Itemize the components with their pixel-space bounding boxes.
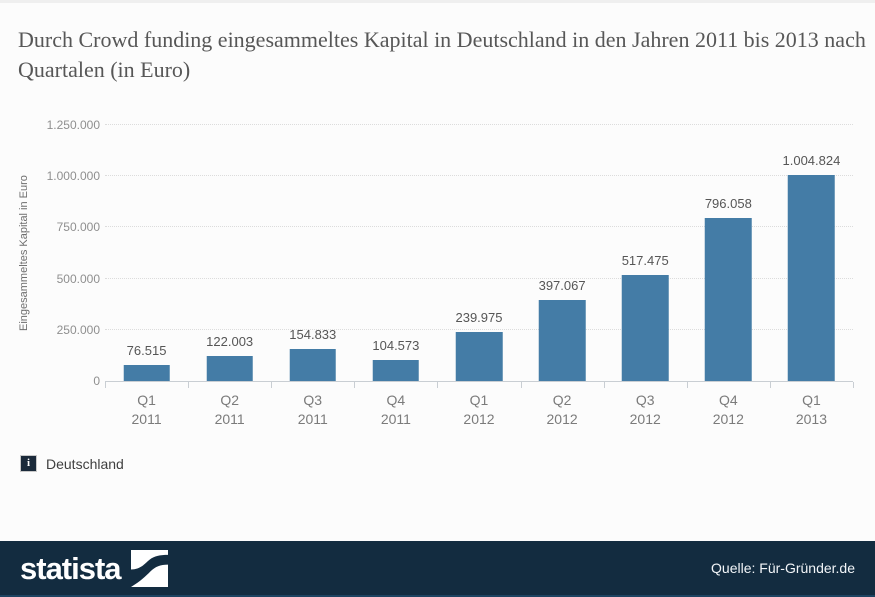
x-tick-mark [603, 382, 605, 388]
x-category-label: Q4 2012 [687, 391, 770, 429]
x-tick-mark [520, 382, 522, 388]
bar [705, 217, 752, 381]
bars-container: 76.515 122.003 154.833 104.573 239.975 397.06… [105, 125, 853, 381]
bar [621, 275, 669, 381]
info-icon: i [20, 455, 37, 472]
gridline [105, 277, 853, 279]
y-tick-label: 1.250.000 [46, 118, 100, 132]
bar [788, 175, 835, 381]
bar [455, 331, 503, 381]
bar-group: 796.058 [687, 125, 770, 381]
bar-value-label: 104.573 [372, 337, 420, 353]
bar-value-label: 796.058 [704, 195, 752, 211]
x-category-label: Q1 2012 [437, 391, 520, 429]
x-category-label: Q1 2013 [770, 391, 853, 429]
footer-bar: statista Quelle: Für-Gründer.de [0, 541, 875, 597]
bar-group: 104.573 [354, 125, 437, 381]
bar-value-label: 397.067 [538, 277, 586, 293]
x-tick-mark [686, 382, 688, 388]
source-text: Quelle: Für-Gründer.de [711, 559, 855, 576]
y-axis-tick-labels: 0 250.000 500.000 750.000 1.000.000 1.250.000 [0, 118, 100, 388]
bar [123, 365, 170, 381]
x-label-year: 2011 [131, 410, 162, 427]
x-tick-mark [188, 382, 190, 388]
x-label-quarter: Q3 [635, 392, 655, 408]
x-label-year: 2011 [297, 410, 328, 427]
statista-logo-icon [130, 550, 168, 587]
gridline [105, 124, 853, 125]
bar-group: 397.067 [521, 125, 604, 381]
y-tick-label: 750.000 [56, 220, 100, 235]
statista-brand: statista [20, 550, 168, 587]
x-tick-mark [769, 382, 771, 388]
x-category-label: Q3 2012 [604, 391, 687, 429]
bar-group: 154.833 [271, 125, 354, 381]
x-label-year: 2013 [795, 410, 827, 427]
x-label-quarter: Q4 [386, 392, 406, 408]
gridline [105, 175, 853, 177]
y-tick-label: 500.000 [56, 271, 100, 286]
bar-value-label: 154.833 [289, 327, 337, 343]
gridline [105, 226, 853, 228]
legend-label: Deutschland [46, 455, 124, 472]
gridline [105, 328, 853, 330]
x-label-year: 2011 [214, 410, 245, 427]
x-category-label: Q1 2011 [105, 391, 188, 429]
bar-value-label: 1.004.824 [782, 153, 841, 169]
x-label-quarter: Q2 [220, 392, 239, 408]
bar [206, 356, 253, 381]
bar-group: 517.475 [604, 125, 687, 381]
x-axis-ticks [105, 381, 854, 388]
x-label-quarter: Q2 [552, 392, 572, 408]
x-label-year: 2012 [712, 410, 744, 427]
bar-value-label: 122.003 [206, 334, 254, 350]
x-label-quarter: Q1 [137, 392, 156, 408]
x-category-label: Q4 2011 [354, 391, 437, 429]
x-label-year: 2012 [463, 410, 495, 427]
legend: i Deutschland [20, 455, 124, 472]
x-label-year: 2011 [380, 410, 411, 427]
bar-value-label: 239.975 [455, 309, 503, 325]
y-tick-label: 0 [93, 374, 100, 388]
bar-value-label: 76.515 [126, 343, 167, 359]
x-label-quarter: Q4 [718, 392, 738, 408]
bar [372, 359, 420, 381]
chart-title: Durch Crowd funding eingesammeltes Kapit… [18, 27, 866, 82]
bar-group: 76.515 [105, 125, 188, 381]
y-tick-label: 1.000.000 [46, 169, 100, 184]
x-tick-mark [105, 382, 106, 388]
x-tick-mark [437, 382, 439, 388]
bar-value-label: 517.475 [621, 253, 669, 269]
y-tick-label: 250.000 [56, 322, 100, 337]
x-tick-mark [271, 382, 273, 388]
statista-wordmark: statista [20, 550, 122, 586]
bar [289, 349, 337, 381]
plot-area: 76.515 122.003 154.833 104.573 239.975 397.06… [105, 124, 853, 382]
bar-group: 1.004.824 [770, 125, 853, 381]
x-category-label: Q3 2011 [271, 391, 354, 429]
x-label-quarter: Q1 [469, 392, 489, 408]
x-label-quarter: Q1 [802, 392, 821, 408]
x-label-quarter: Q3 [303, 392, 323, 408]
x-tick-mark [354, 382, 356, 388]
bar-group: 239.975 [437, 125, 520, 381]
x-label-year: 2012 [546, 410, 578, 427]
x-label-year: 2012 [629, 410, 661, 427]
bar-group: 122.003 [188, 125, 271, 381]
x-tick-mark [853, 382, 854, 388]
x-category-label: Q2 2012 [521, 391, 604, 429]
bar [538, 299, 586, 381]
x-category-label: Q2 2011 [188, 391, 271, 429]
